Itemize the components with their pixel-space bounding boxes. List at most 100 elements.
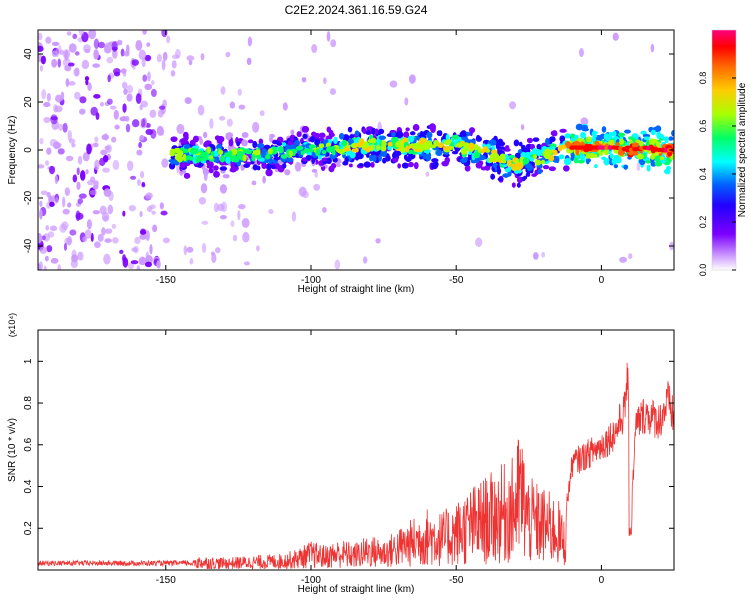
ridge-cell <box>182 153 187 162</box>
noise-speck <box>77 198 84 204</box>
noise-speck <box>122 103 127 113</box>
ridge-cell <box>328 132 335 138</box>
noise-speck <box>541 251 546 258</box>
noise-speck <box>57 264 62 270</box>
noise-speck <box>80 170 86 181</box>
noise-speck <box>144 54 152 62</box>
noise-speck <box>232 234 238 242</box>
ridge-cell <box>654 156 661 162</box>
ridge-cell <box>381 140 387 147</box>
noise-speck <box>127 160 134 171</box>
x-tick-label: -150 <box>156 575 176 586</box>
ridge-cell <box>182 131 189 139</box>
ridge-cell <box>516 176 523 184</box>
noise-speck <box>89 189 98 196</box>
ridge-cell <box>176 150 184 157</box>
spectrogram-xlabel: Height of straight line (km) <box>298 284 415 295</box>
noise-speck <box>131 59 139 66</box>
noise-speck <box>123 50 130 57</box>
ridge-cell <box>347 126 353 133</box>
ridge-cell <box>551 149 558 156</box>
noise-speck <box>112 237 119 244</box>
noise-speck <box>103 188 112 197</box>
noise-speck <box>85 169 89 175</box>
ridge-cell <box>490 173 496 180</box>
noise-speck <box>58 123 64 132</box>
ridge-cell <box>425 144 431 150</box>
noise-speck <box>38 164 45 169</box>
ridge-cell <box>623 129 631 134</box>
x-tick-label: -100 <box>301 575 321 586</box>
ridge-cell <box>544 148 551 155</box>
noise-speck <box>425 171 430 177</box>
noise-speck <box>157 109 164 118</box>
ridge-cell <box>513 139 520 147</box>
ridge-cell <box>387 141 393 147</box>
ridge-cell <box>403 154 408 161</box>
ridge-cell <box>503 148 511 152</box>
noise-speck <box>136 179 141 186</box>
noise-speck <box>213 202 219 213</box>
ridge-cell <box>550 130 556 136</box>
ridge-cell <box>477 146 482 154</box>
noise-speck <box>85 79 89 86</box>
noise-speck <box>66 31 72 36</box>
noise-speck <box>322 207 327 213</box>
noise-speck <box>237 210 241 221</box>
spectrogram-panel: -150 -100 -50 0 40 20 0 -20 -40 Height of straig… <box>7 29 675 295</box>
ridge-cell <box>580 131 587 139</box>
noise-speck <box>219 184 228 194</box>
noise-speck <box>131 119 140 128</box>
ridge-cell <box>407 161 414 168</box>
ridge-cell <box>525 172 531 177</box>
ridge-cell <box>252 164 258 171</box>
ridge-cell <box>412 124 420 131</box>
ridge-cell <box>609 153 614 159</box>
y-tick-label: -20 <box>23 190 34 205</box>
noise-speck <box>145 251 149 261</box>
noise-speck <box>111 41 118 53</box>
noise-speck <box>532 252 539 260</box>
ridge-cell <box>615 142 620 147</box>
noise-speck <box>43 102 51 108</box>
ridge-cell <box>456 142 463 148</box>
ridge-cell <box>204 140 212 146</box>
noise-speck <box>94 136 99 143</box>
noise-speck <box>71 254 79 263</box>
ridge-cell <box>371 127 376 136</box>
noise-speck <box>135 39 143 51</box>
ridge-cell <box>261 161 267 170</box>
ridge-cell <box>355 142 361 148</box>
noise-speck <box>66 235 72 246</box>
noise-speck <box>362 256 368 264</box>
ridge-cell <box>562 165 570 172</box>
ridge-cell <box>438 130 443 137</box>
colorbar-tick-label: 0.6 <box>698 120 708 133</box>
ridge-cell <box>301 125 310 133</box>
ridge-cell <box>385 156 390 162</box>
noise-speck <box>92 142 99 148</box>
noise-speck <box>200 183 208 194</box>
ridge-cell <box>288 150 293 156</box>
noise-speck <box>128 204 136 212</box>
noise-speck <box>176 123 185 135</box>
noise-speck <box>186 55 195 62</box>
noise-speck <box>238 104 246 110</box>
noise-speck <box>97 233 104 242</box>
ridge-cell <box>601 126 607 133</box>
noise-speck <box>230 220 235 227</box>
noise-speck <box>69 229 77 236</box>
ridge-cell <box>492 153 499 159</box>
noise-speck <box>82 151 90 162</box>
ridge-cell <box>236 141 240 147</box>
ridge-cell <box>504 167 510 173</box>
ridge-cell <box>214 135 221 141</box>
ridge-cell <box>295 145 304 151</box>
noise-speck <box>53 104 58 113</box>
ridge-cell <box>667 151 673 157</box>
noise-speck <box>161 158 169 168</box>
noise-speck <box>520 124 525 131</box>
noise-speck <box>51 41 60 46</box>
y-tick-label: 40 <box>23 48 34 60</box>
